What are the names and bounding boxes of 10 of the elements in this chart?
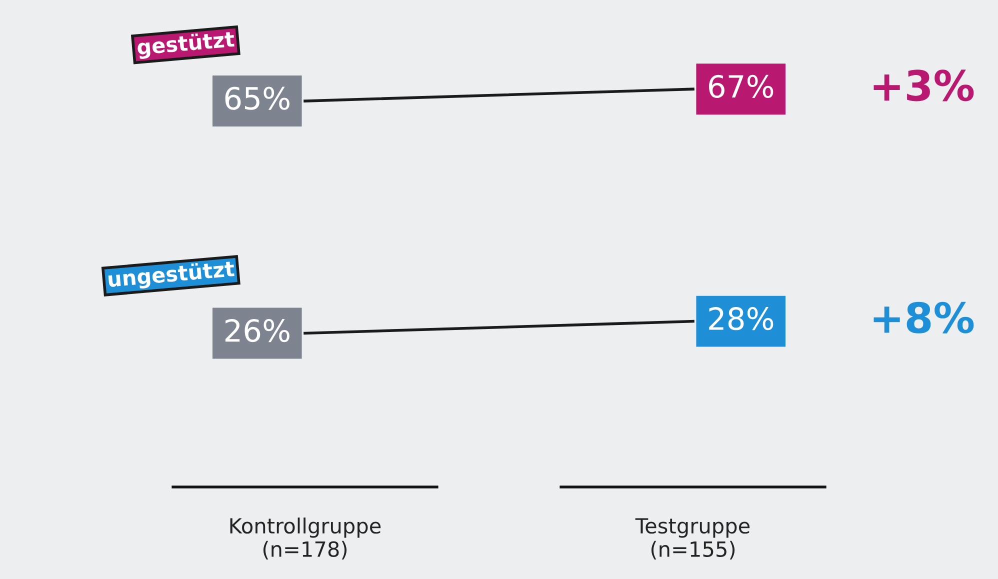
data-label: 28% — [709, 307, 774, 330]
data-label: 67% — [709, 74, 774, 98]
x-tick-label: Kontrollgruppe (n=178) — [230, 518, 381, 560]
data-label: 65% — [225, 86, 290, 110]
text: ungestützt — [108, 260, 236, 292]
annotation: +8% — [874, 302, 974, 334]
x-tick-label: Testgruppe (n=155) — [635, 518, 750, 560]
data-label: 26% — [225, 318, 290, 342]
annotation: +3% — [874, 70, 974, 102]
text: gestützt — [136, 30, 236, 60]
